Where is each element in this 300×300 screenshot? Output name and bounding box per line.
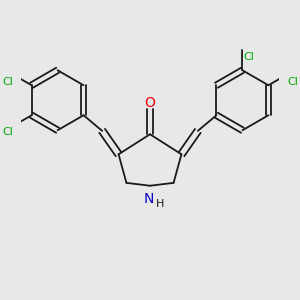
Text: O: O [145, 96, 155, 110]
Text: Cl: Cl [287, 77, 298, 87]
Text: Cl: Cl [244, 52, 255, 62]
Text: Cl: Cl [2, 77, 13, 87]
Text: H: H [156, 199, 164, 209]
Text: N: N [143, 192, 154, 206]
Text: Cl: Cl [2, 127, 13, 137]
